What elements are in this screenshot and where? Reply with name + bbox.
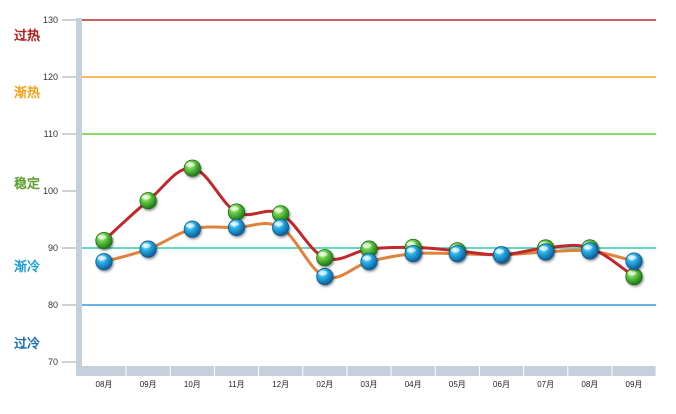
y-tick-label: 90 [48,243,58,253]
data-point-blue [95,253,113,271]
data-point-green [272,205,290,223]
y-tick-label: 130 [43,15,58,25]
x-tick-label: 05月 [449,380,466,389]
x-tick-label: 10月 [184,380,201,389]
data-point-green [316,249,334,267]
axis-layer: 70 80 90 100 110 120 130 08月 09月 10月 11月 12月 02月 03月 0… [43,15,657,389]
zone-label: 渐冷 [14,259,41,275]
x-tick-label: 08月 [96,380,113,389]
x-tick-label: 08月 [581,380,598,389]
zone-label: 过冷 [14,336,41,352]
x-tick-label: 09月 [140,380,157,389]
data-point-blue [227,218,246,237]
data-point-blue [183,220,201,238]
x-tick-label: 02月 [316,380,333,389]
zone-label: 渐热 [14,86,41,102]
data-point-green [183,159,201,177]
x-tick-label: 04月 [405,380,422,389]
x-axis-band [76,366,656,376]
data-point-blue [581,242,599,260]
data-point-blue [316,267,334,286]
y-tick-label: 70 [48,357,58,367]
y-tick-label: 80 [48,300,58,310]
data-point-blue [139,240,157,258]
x-tick-label: 06月 [493,380,510,389]
y-tick-label: 110 [44,129,58,139]
reference-lines [82,19,656,306]
x-tick-label: 07月 [537,380,554,389]
x-tick-label: 11月 [228,380,244,389]
data-point-green [95,231,113,250]
zone-label: 过热 [14,29,41,45]
y-tick-label: 120 [43,72,58,82]
data-point-blue [537,243,555,261]
x-tick-label: 12月 [272,380,289,389]
series-markers [95,159,643,286]
x-tick-label: 03月 [361,380,378,389]
data-point-blue [448,245,466,263]
data-point-green [227,203,246,221]
data-point-blue [360,253,378,271]
y-axis-bar [76,18,82,376]
x-tick-label: 09月 [626,380,643,389]
data-point-blue [404,245,422,263]
data-point-green [139,192,157,210]
data-point-blue [492,246,511,264]
data-point-blue [625,252,643,270]
y-tick-label: 100 [43,186,58,196]
zone-label: 稳定 [14,177,41,193]
data-point-green [625,267,643,286]
data-point-blue [272,218,290,237]
